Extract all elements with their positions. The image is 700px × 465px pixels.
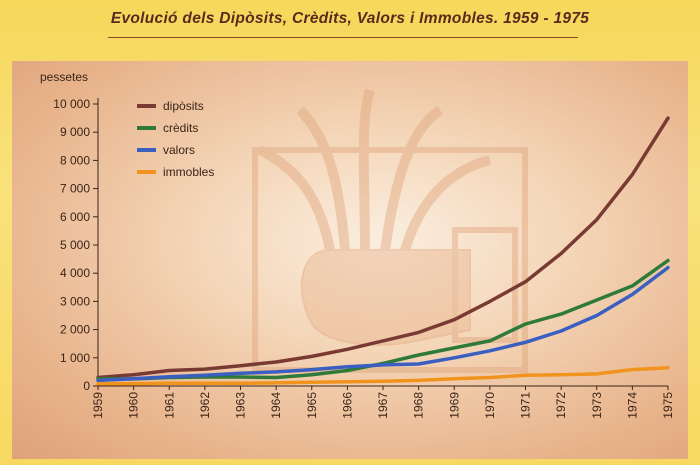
watermark-emblem — [252, 88, 528, 373]
y-tick-label: 0 — [83, 379, 90, 393]
y-tick-label: 9 000 — [60, 125, 90, 139]
x-tick-label: 1961 — [162, 392, 176, 419]
legend-label: valors — [163, 143, 195, 157]
y-tick-label: 7 000 — [60, 182, 90, 196]
legend-label: crèdits — [163, 121, 198, 135]
y-tick-label: 3 000 — [60, 294, 90, 308]
axes: pessetes 0 1 000 2 000 3 000 4 000 5 000 6 000 7… — [40, 70, 675, 419]
x-tick-label: 1967 — [376, 392, 390, 419]
series-line-4 — [96, 365, 670, 386]
x-tick-label: 1963 — [234, 392, 248, 419]
x-tick-label: 1974 — [625, 392, 639, 419]
x-tick-label: 1970 — [483, 392, 497, 419]
y-tick-label: 5 000 — [60, 238, 90, 252]
x-tick-label: 1960 — [127, 392, 141, 419]
x-tick-label: 1975 — [661, 392, 675, 419]
y-tick-label: 2 000 — [60, 323, 90, 337]
legend-label: immobles — [163, 165, 214, 179]
legend-label: dipòsits — [163, 99, 204, 113]
y-axis-label: pessetes — [40, 70, 88, 84]
legend: dipòsits crèdits valors immobles — [137, 99, 214, 179]
x-tick-label: 1959 — [91, 392, 105, 419]
x-tick-label: 1964 — [269, 392, 283, 419]
y-tick-label: 6 000 — [60, 210, 90, 224]
x-tick-label: 1971 — [519, 392, 533, 419]
y-tick-label: 8 000 — [60, 153, 90, 167]
series-line-3 — [96, 265, 670, 383]
series-lines — [96, 116, 670, 386]
chart-title: Evolució dels Dipòsits, Crèdits, Valors … — [110, 10, 590, 27]
x-tick-label: 1968 — [412, 392, 426, 419]
series-line-1 — [96, 116, 670, 380]
x-tick-label: 1966 — [340, 392, 354, 419]
x-tick-label: 1962 — [198, 392, 212, 419]
y-tick-label: 10 000 — [53, 97, 90, 111]
y-tick-label: 1 000 — [60, 351, 90, 365]
title-underline — [108, 37, 578, 38]
x-tick-label: 1972 — [554, 392, 568, 419]
x-tick-label: 1969 — [447, 392, 461, 419]
x-tick-label: 1965 — [305, 392, 319, 419]
chart-panel — [12, 61, 688, 459]
y-tick-label: 4 000 — [60, 266, 90, 280]
x-tick-label: 1973 — [590, 392, 604, 419]
